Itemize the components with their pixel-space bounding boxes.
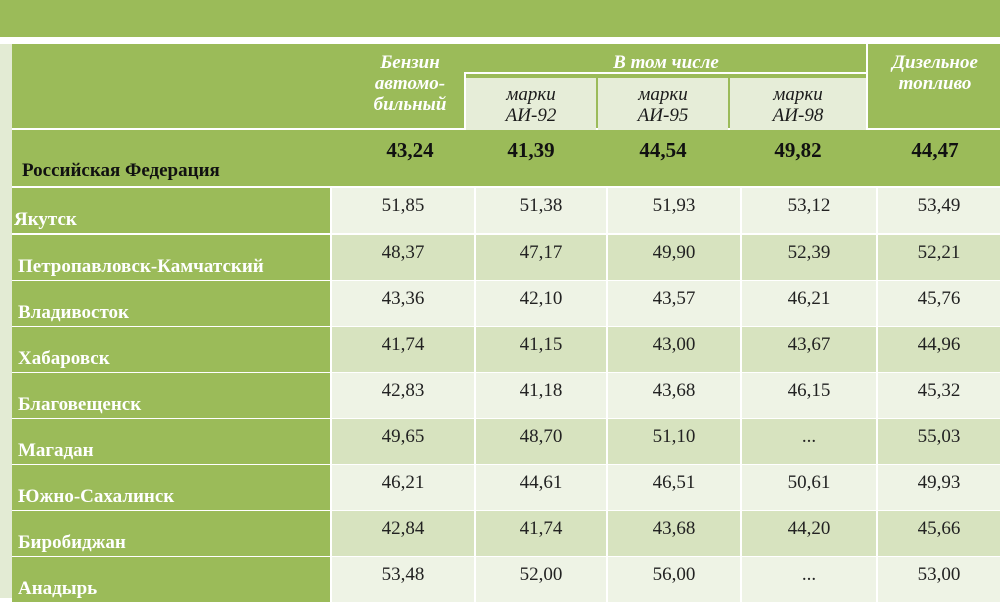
cell-ai98: 46,21 — [742, 281, 876, 326]
city-cell: Петропавловск-Камчатский — [12, 235, 330, 280]
cell-ai98: 50,61 — [742, 465, 876, 510]
table-row: Анадырь 53,48 52,00 56,00... 53,00 — [12, 557, 1000, 602]
subhead-ai92-bg — [466, 78, 596, 130]
cell-ai98: 44,20 — [742, 511, 876, 556]
city-name: Южно-Сахалинск — [18, 486, 175, 507]
city-name: Петропавловск-Камчатский — [18, 256, 264, 277]
city-cell: Хабаровск — [12, 327, 330, 372]
cell-ai92: 41,18 — [476, 373, 606, 418]
table-row: Петропавловск-Камчатский 48,37 47,17 49,90 5… — [12, 235, 1000, 280]
left-edge — [0, 44, 12, 598]
header-diesel: Дизельное топливо — [892, 52, 978, 94]
table-row: Владивосток 43,36 42,10 43,57 46,21 45,76 — [12, 281, 1000, 326]
cell-benzin: 51,85 — [332, 188, 474, 233]
cell-diesel: 53,49 — [878, 188, 1000, 233]
federation-benzin: 43,24 — [386, 138, 434, 162]
table-row: Южно-Сахалинск 46,21 44,61 46,51 50,61 49,93 — [12, 465, 1000, 510]
cell-diesel: 45,66 — [878, 511, 1000, 556]
table-row: Благовещенск 42,83 41,18 43,68 46,15 45,32 — [12, 373, 1000, 418]
city-cell: Анадырь — [12, 557, 330, 602]
cell-diesel: 53,00 — [878, 557, 1000, 602]
cell-ai92: 47,17 — [476, 235, 606, 280]
cell-ai95: 43,68 — [608, 373, 740, 418]
cell-benzin: 53,48 — [332, 557, 474, 602]
cell-ai98: 53,12 — [742, 188, 876, 233]
cell-benzin: 48,37 — [332, 235, 474, 280]
federation-ai98: 49,82 — [774, 138, 822, 162]
cell-ai98: 43,67 — [742, 327, 876, 372]
cell-diesel: 49,93 — [878, 465, 1000, 510]
cell-benzin: 41,74 — [332, 327, 474, 372]
cell-ai92: 41,74 — [476, 511, 606, 556]
city-cell: Биробиджан — [12, 511, 330, 556]
cell-ai95: 56,00 — [608, 557, 740, 602]
cell-benzin: 42,84 — [332, 511, 474, 556]
federation-ai95: 44,54 — [639, 138, 687, 162]
cell-ai95: 43,68 — [608, 511, 740, 556]
cell-ai95: 49,90 — [608, 235, 740, 280]
federation-diesel: 44,47 — [911, 138, 959, 162]
city-name: Биробиджан — [18, 532, 126, 553]
header-benzin: Бензин автомо- бильный — [373, 52, 447, 115]
header-divider — [466, 72, 868, 74]
header-ai92: марки АИ-92 — [505, 84, 557, 126]
city-cell: Владивосток — [12, 281, 330, 326]
cell-benzin: 42,83 — [332, 373, 474, 418]
cell-ai95: 46,51 — [608, 465, 740, 510]
cell-ai98: ... — [742, 557, 876, 602]
federation-label: Российская Федерация — [22, 160, 220, 181]
cell-ai92: 48,70 — [476, 419, 606, 464]
cell-diesel: 45,76 — [878, 281, 1000, 326]
city-name: Магадан — [18, 440, 94, 461]
cell-benzin: 43,36 — [332, 281, 474, 326]
cell-ai98: 52,39 — [742, 235, 876, 280]
city-cell: Якутск — [12, 188, 330, 233]
table-row: Якутск 51,85 51,38 51,93 53,12 53,49 — [12, 188, 1000, 233]
cell-ai98: 46,15 — [742, 373, 876, 418]
city-cell: Магадан — [12, 419, 330, 464]
header-divider — [866, 44, 868, 130]
separator — [0, 37, 1000, 44]
cell-diesel: 52,21 — [878, 235, 1000, 280]
cell-benzin: 46,21 — [332, 465, 474, 510]
cell-ai98: ... — [742, 419, 876, 464]
cell-ai92: 51,38 — [476, 188, 606, 233]
city-name: Анадырь — [18, 578, 98, 599]
cell-diesel: 45,32 — [878, 373, 1000, 418]
subhead-ai98-bg — [730, 78, 866, 130]
city-cell: Южно-Сахалинск — [12, 465, 330, 510]
cell-ai95: 51,10 — [608, 419, 740, 464]
cell-ai92: 41,15 — [476, 327, 606, 372]
cell-diesel: 44,96 — [878, 327, 1000, 372]
header-v-tom-chisle: В том числе — [613, 52, 719, 73]
federation-ai92: 41,39 — [507, 138, 555, 162]
cell-benzin: 49,65 — [332, 419, 474, 464]
cell-ai92: 52,00 — [476, 557, 606, 602]
header-ai95: марки АИ-95 — [637, 84, 689, 126]
cell-ai95: 51,93 — [608, 188, 740, 233]
subhead-ai95-bg — [598, 78, 728, 130]
cell-ai95: 43,57 — [608, 281, 740, 326]
header-divider — [464, 72, 466, 130]
cell-ai92: 44,61 — [476, 465, 606, 510]
city-cell: Благовещенск — [12, 373, 330, 418]
title-band — [0, 0, 1000, 37]
cell-ai92: 42,10 — [476, 281, 606, 326]
cell-ai95: 43,00 — [608, 327, 740, 372]
header-ai98: марки АИ-98 — [772, 84, 824, 126]
table-row: Магадан 49,65 48,70 51,10... 55,03 — [12, 419, 1000, 464]
city-name: Владивосток — [18, 302, 129, 323]
city-name: Благовещенск — [18, 394, 142, 415]
city-name: Хабаровск — [18, 348, 110, 369]
table-row: Хабаровск 41,74 41,15 43,00 43,67 44,96 — [12, 327, 1000, 372]
city-name: Якутск — [14, 209, 77, 230]
table-row: Биробиджан 42,84 41,74 43,68 44,20 45,66 — [12, 511, 1000, 556]
cell-diesel: 55,03 — [878, 419, 1000, 464]
